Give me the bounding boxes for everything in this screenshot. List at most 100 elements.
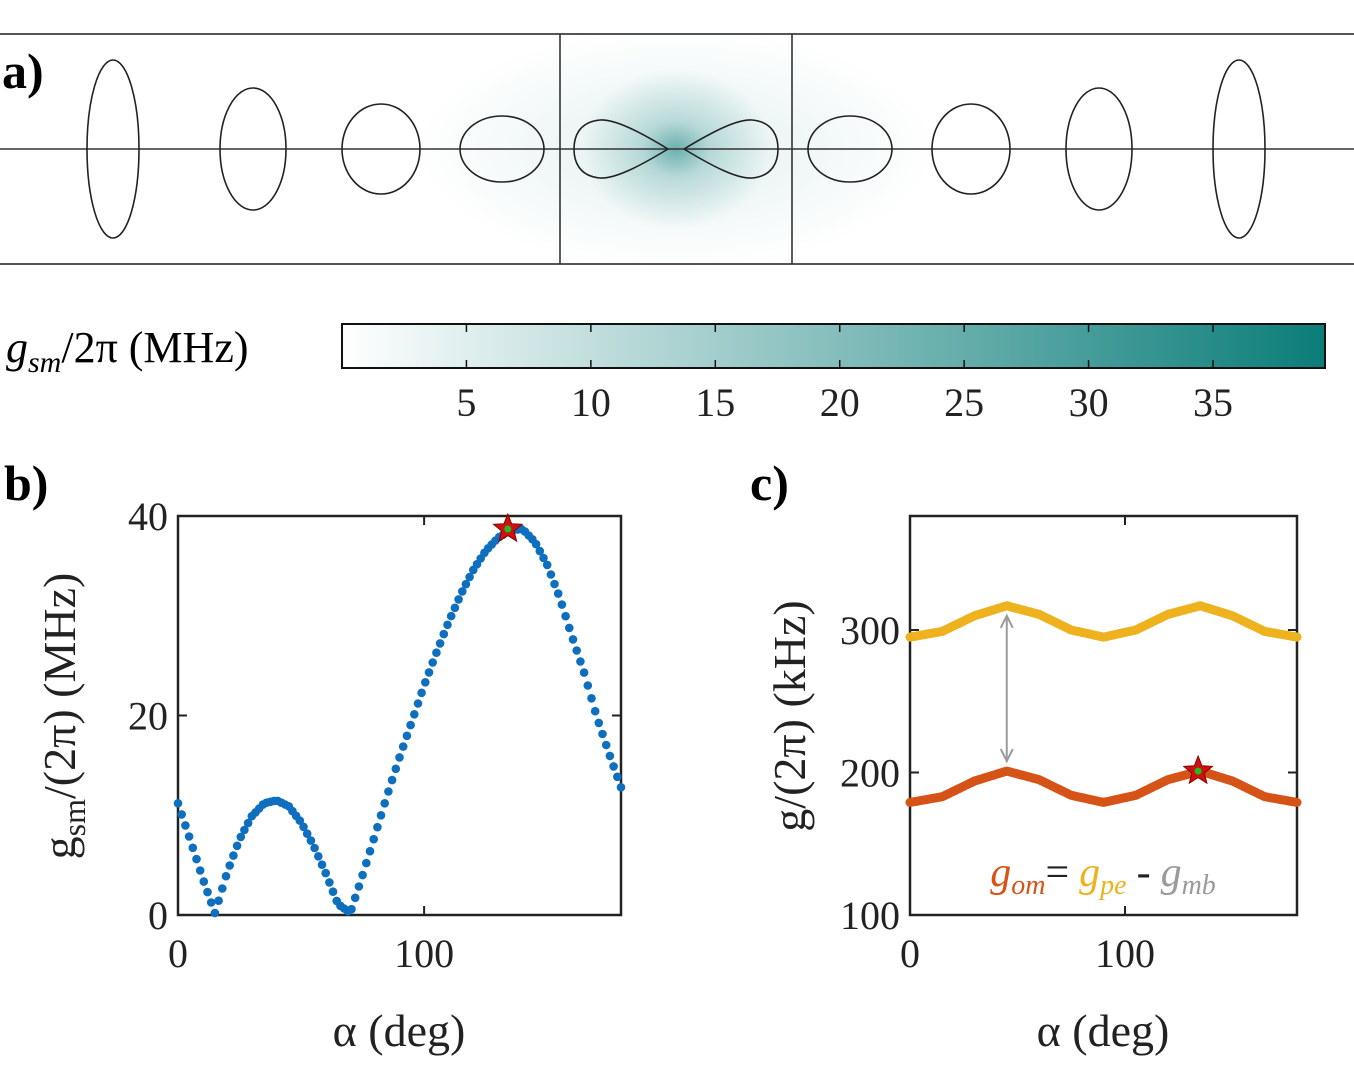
legend-pe-main: g: [1079, 850, 1100, 896]
panel-b-point-119: [613, 772, 622, 782]
panel-b-point-15: [229, 851, 238, 860]
panel-b-point-35: [302, 829, 312, 838]
legend-mb-sub: mb: [1182, 870, 1216, 901]
panel-b-point-67: [421, 678, 430, 687]
panel-b-point-52: [365, 846, 375, 856]
panel-c-ytick-label-0: 100: [840, 893, 900, 938]
panel-b-point-59: [391, 764, 401, 774]
panel-c-series-g_om: [905, 766, 1302, 807]
panel-b-point-50: [358, 870, 367, 880]
panel-c-xtick-label-1: 100: [1095, 931, 1155, 976]
panel-b-point-73: [443, 620, 452, 630]
panel-b-point-47: [347, 904, 356, 914]
panel-b-point-112: [587, 694, 596, 703]
panel-b-plot: 0 100 0 20 40: [128, 494, 626, 976]
panel-b-ylabel-rest: /(2π) (MHz): [34, 573, 85, 799]
colorbar: gsm/2π (MHz) 5 10 15 20 25 30 35: [6, 323, 1326, 425]
panel-c-series-g_pe: [905, 601, 1302, 642]
panel-b-point-66: [417, 688, 426, 698]
hole-9: [1065, 87, 1133, 211]
panel-c-ytick-label-2: 300: [840, 608, 900, 653]
panel-b-point-1: [177, 810, 186, 819]
panel-c-xtick-label-0: 0: [900, 931, 920, 976]
panel-b-point-72: [439, 629, 449, 639]
hole-5-teardrop: [573, 119, 670, 179]
panel-b-point-4: [188, 843, 198, 853]
panel-b-point-34: [299, 822, 308, 832]
panel-b-point-51: [362, 858, 371, 868]
panel-b-point-76: [454, 595, 463, 604]
panel-b-point-57: [384, 787, 393, 796]
panel-b-point-14: [225, 861, 234, 870]
panel-b-point-114: [594, 718, 604, 728]
panel-b-point-49: [354, 882, 364, 891]
panel-b-star-center: [504, 525, 512, 533]
hole-1: [86, 59, 140, 239]
panel-b-point-70: [432, 648, 441, 657]
panel-b-ylabel: gsm/(2π) (MHz): [34, 573, 92, 860]
panel-a: a) gsm/2π (MHz) 5 10 15 20 25 30 35: [0, 33, 1354, 425]
panel-b-point-79: [465, 572, 474, 582]
legend-minus: -: [1137, 850, 1151, 896]
panel-b-point-48: [350, 893, 360, 903]
panel-b-point-41: [325, 878, 334, 887]
hole-2: [219, 87, 287, 211]
panel-c-arrow-head-top: [999, 613, 1014, 629]
panel-b-point-62: [402, 731, 412, 741]
legend-mb-main: g: [1161, 850, 1182, 896]
panel-b-point-106: [565, 623, 574, 633]
panel-b-point-7: [199, 877, 209, 886]
panel-b-point-78: [461, 579, 471, 589]
panel-b-point-117: [605, 751, 615, 761]
panel-b-point-8: [203, 887, 212, 897]
panel-b-point-6: [195, 866, 205, 875]
panel-c-arrow-head-bottom: [999, 748, 1014, 764]
panel-b-point-16: [232, 841, 242, 851]
panel-b-point-68: [424, 668, 434, 677]
panel-b-point-5: [192, 854, 201, 864]
colorbar-label-sub: sm: [28, 346, 61, 379]
panel-c-axes-box: [908, 514, 1299, 917]
panel-b-point-99: [539, 553, 548, 563]
panel-b-point-63: [406, 720, 415, 730]
panel-b-point-39: [317, 860, 327, 869]
panel-b-point-116: [601, 740, 611, 750]
panel-b-point-58: [387, 775, 397, 785]
panel-b-point-110: [579, 668, 589, 677]
panel-a-label: a): [2, 43, 44, 99]
panel-b-point-77: [458, 587, 467, 596]
legend-om-sub: om: [1011, 870, 1045, 901]
panel-b-point-101: [546, 570, 556, 579]
panel-b-point-71: [435, 639, 445, 648]
panel-b-point-105: [561, 611, 570, 621]
panel-b-point-104: [557, 600, 567, 609]
panel-b-point-55: [376, 811, 386, 820]
panel-b-point-11: [214, 896, 223, 905]
panel-b-point-69: [428, 658, 438, 667]
panel-c-ytick-label-1: 200: [840, 751, 900, 796]
hole-10: [1212, 59, 1266, 239]
panel-b-point-108: [572, 646, 581, 655]
colorbar-label-rest: /2π (MHz): [61, 323, 248, 372]
panel-b-point-98: [535, 546, 545, 556]
panel-b-point-64: [410, 710, 419, 719]
panel-b-point-2: [181, 821, 190, 830]
panel-b-ylabel-main: g: [34, 836, 85, 859]
colorbar-ticks: 5 10 15 20 25 30 35: [456, 324, 1233, 425]
panel-b-point-54: [373, 822, 382, 832]
colorbar-tick-label-3: 20: [820, 380, 860, 425]
panel-b: b) gsm/(2π) (MHz) α (deg) 0 100 0 20 40: [4, 455, 626, 1056]
hole-row: [86, 59, 1266, 239]
panel-b-point-61: [398, 742, 408, 751]
panel-b-point-109: [576, 657, 585, 666]
panel-c-xlabel: α (deg): [1037, 1005, 1170, 1056]
panel-b-point-18: [240, 825, 249, 835]
panel-b-point-100: [542, 560, 552, 570]
panel-b-point-113: [590, 706, 600, 716]
colorbar-label-main: g: [6, 323, 28, 372]
panel-b-point-33: [295, 816, 305, 825]
panel-b-xtick-label-0: 0: [168, 931, 188, 976]
panel-b-point-115: [598, 729, 607, 739]
